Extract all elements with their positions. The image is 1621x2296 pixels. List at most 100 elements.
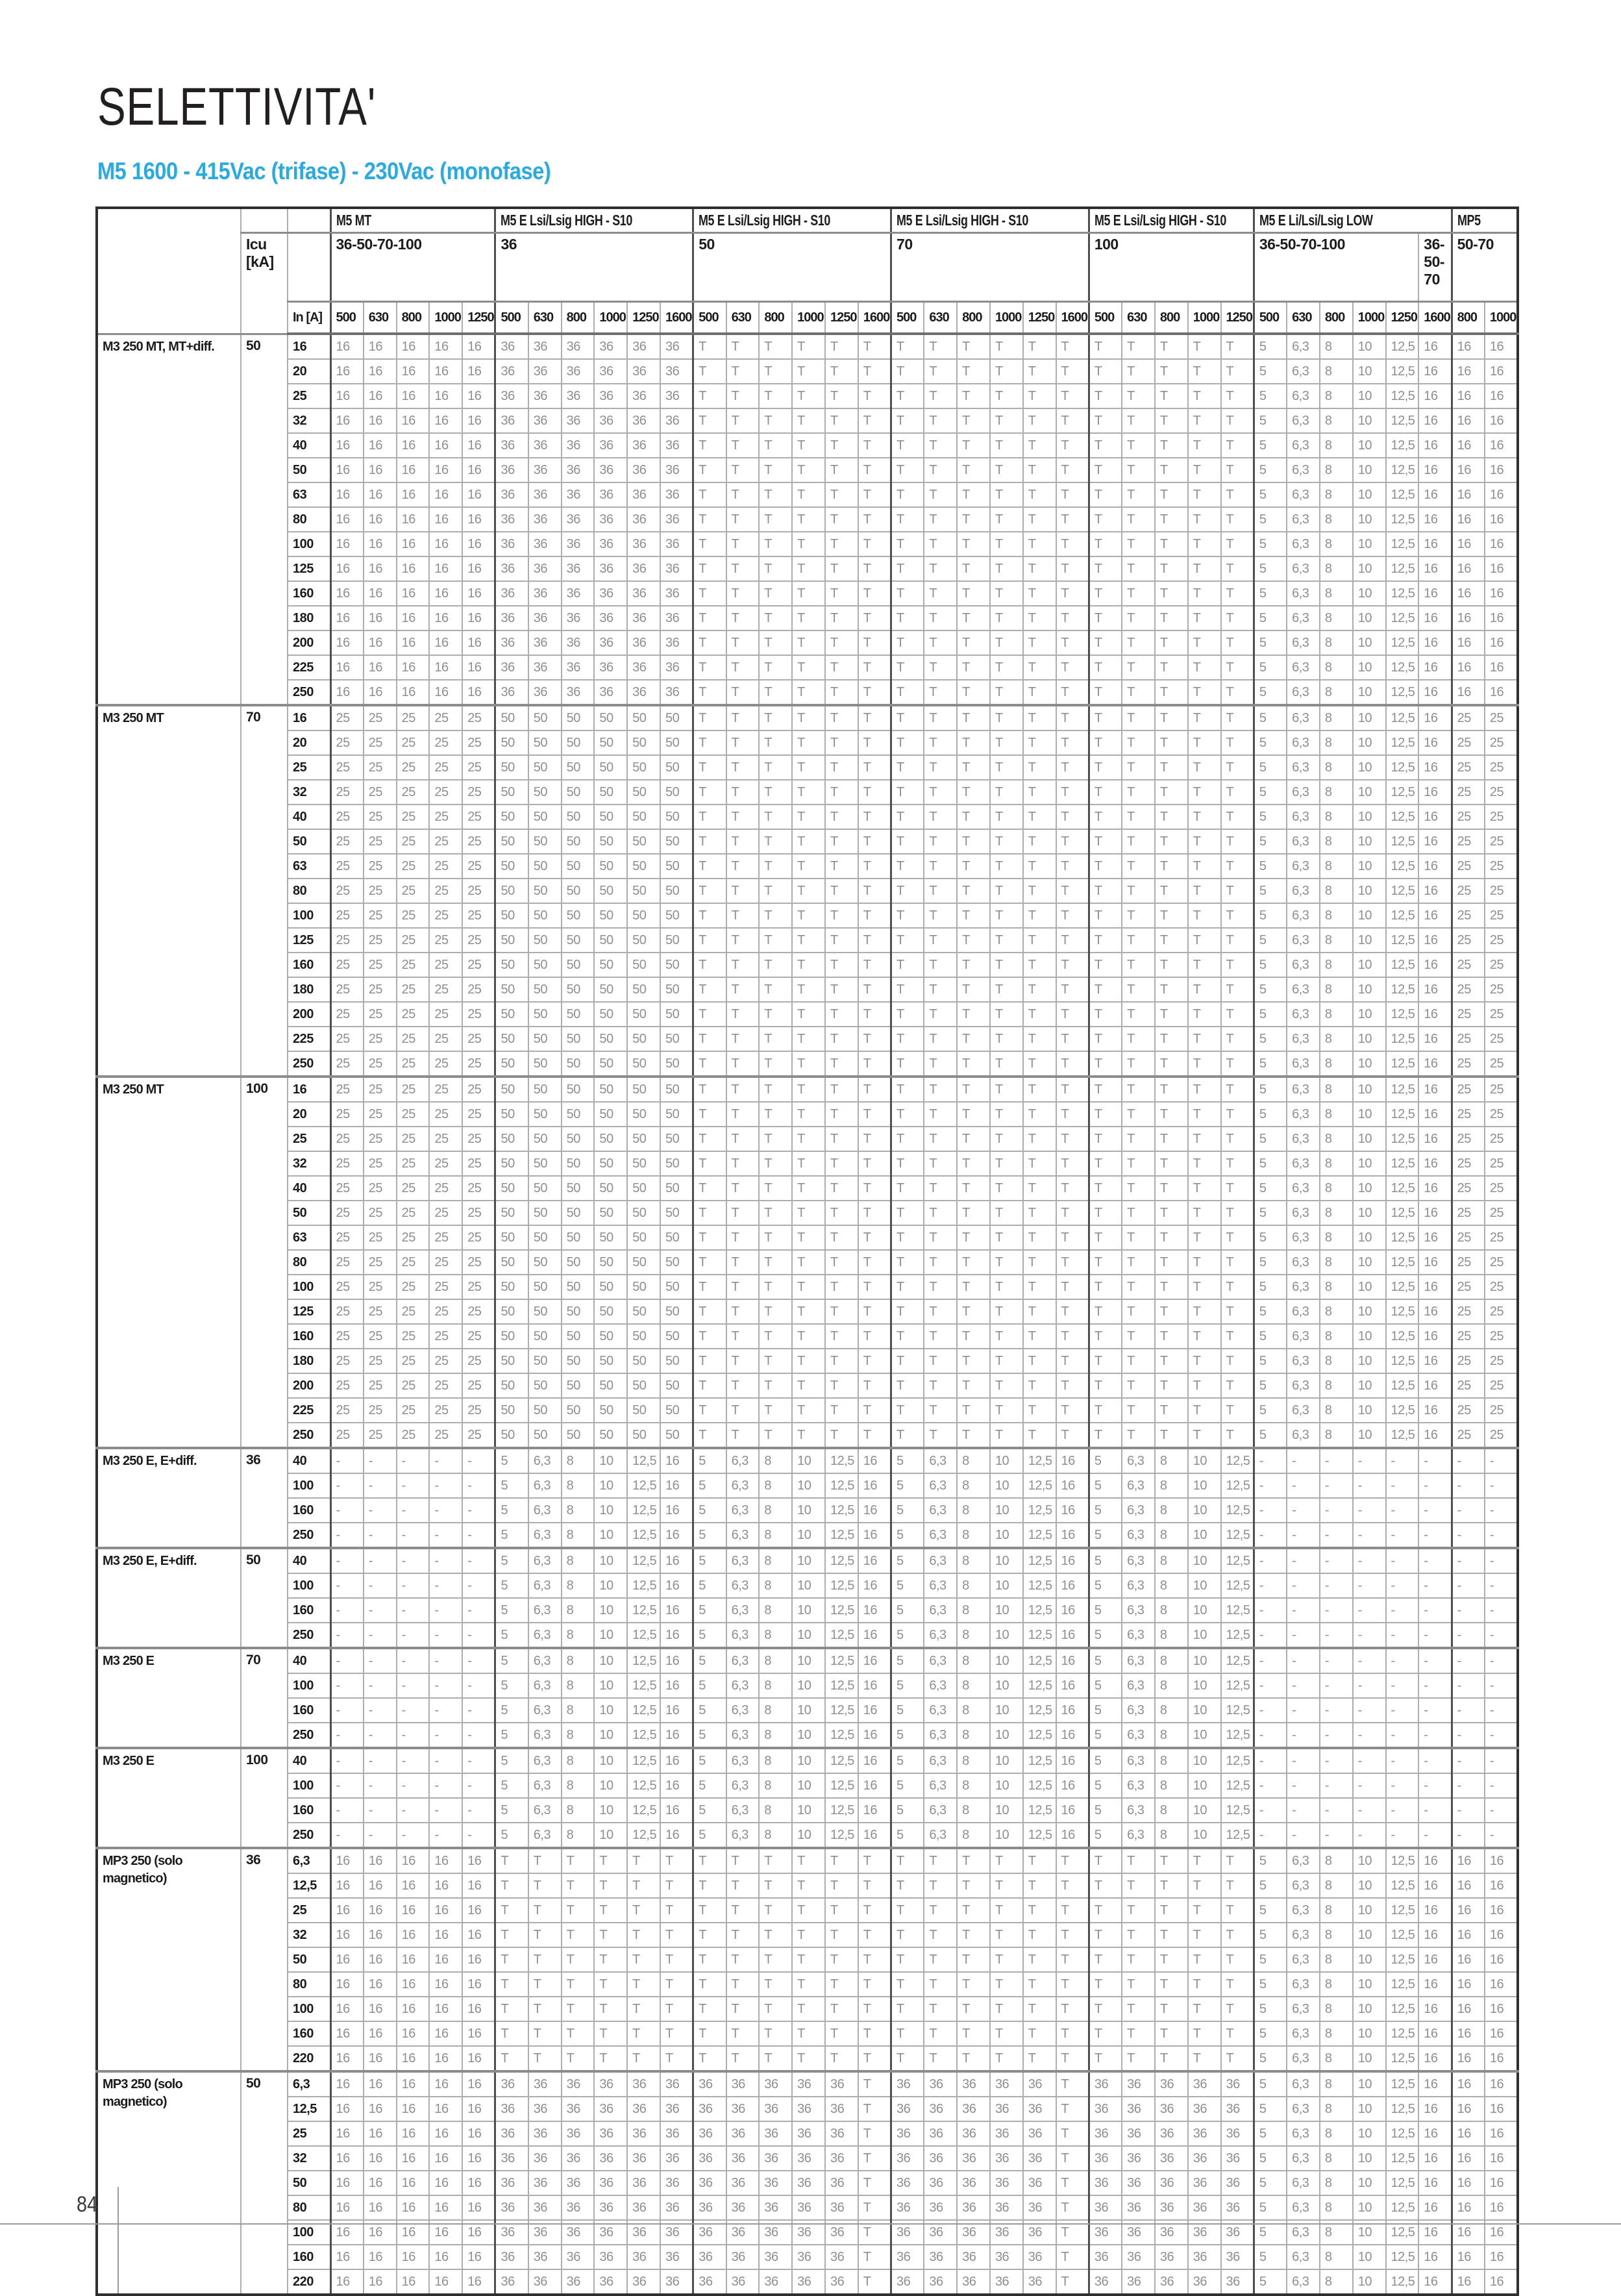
in-value-cell: 160: [287, 952, 331, 978]
value-cell: 8: [1318, 531, 1354, 557]
value-cell: T: [1187, 1323, 1222, 1349]
value-cell: 25: [428, 1323, 464, 1349]
value-cell: 50: [593, 1200, 628, 1226]
value-cell: T: [725, 580, 760, 606]
value-cell: T: [692, 1200, 727, 1226]
value-cell: 50: [593, 704, 628, 731]
value-cell: 16: [395, 408, 430, 434]
value-cell: 5: [1252, 1126, 1288, 1152]
value-cell: T: [692, 1996, 727, 2022]
value-cell: 16: [1418, 2096, 1453, 2122]
value-cell: 12,5: [1385, 1075, 1420, 1103]
value-cell: 10: [593, 1497, 628, 1523]
value-cell: 10: [1352, 2269, 1387, 2295]
value-cell: 6,3: [1286, 1397, 1320, 1423]
value-cell: 16: [1483, 2145, 1519, 2171]
table-row: 20 16 16 16 16 16 36 36 36 36 36 36 T T T T T T T T T T T T T T T T…: [97, 358, 1519, 384]
value-cell: T: [824, 1126, 859, 1152]
value-cell: 5: [1087, 1522, 1123, 1549]
value-cell: T: [1187, 679, 1222, 706]
value-cell: 16: [1450, 358, 1485, 384]
value-cell: -: [1318, 1522, 1354, 1549]
in-value-cell: 250: [287, 1051, 331, 1077]
value-cell: 36: [560, 2121, 595, 2147]
in-value-cell: 6,3: [287, 1847, 331, 1874]
value-cell: T: [725, 506, 760, 532]
value-cell: -: [1385, 1697, 1420, 1723]
value-cell: 10: [989, 1473, 1024, 1499]
value-cell: T: [1121, 1274, 1156, 1300]
value-cell: T: [1121, 977, 1156, 1003]
value-cell: 6,3: [1286, 2269, 1320, 2295]
value-cell: T: [1055, 1200, 1090, 1226]
value-cell: T: [1187, 1126, 1222, 1152]
value-cell: T: [989, 333, 1024, 360]
value-cell: T: [725, 730, 760, 756]
value-cell: 50: [494, 779, 529, 805]
value-cell: T: [1154, 630, 1189, 656]
value-cell: 50: [659, 1151, 694, 1177]
value-cell: 16: [329, 432, 364, 458]
value-cell: T: [725, 1996, 760, 2022]
value-cell: T: [1087, 630, 1123, 656]
value-cell: T: [1154, 383, 1189, 409]
value-cell: 25: [1483, 704, 1519, 731]
column-header: 1600: [857, 301, 892, 335]
value-cell: 16: [1418, 482, 1453, 508]
value-cell: 50: [659, 1026, 694, 1052]
in-value-cell: 32: [287, 779, 331, 805]
value-cell: 6,3: [1286, 927, 1320, 953]
value-cell: 10: [1352, 1101, 1387, 1127]
value-cell: 16: [659, 1473, 694, 1499]
value-cell: 5: [1252, 1101, 1288, 1127]
value-cell: 16: [1418, 1151, 1453, 1177]
value-cell: 5: [890, 1573, 925, 1599]
value-cell: 36: [560, 580, 595, 606]
value-cell: T: [1087, 1897, 1123, 1923]
value-cell: T: [758, 1947, 793, 1973]
value-cell: 16: [1418, 2170, 1453, 2196]
value-cell: T: [626, 1897, 661, 1923]
value-cell: T: [890, 580, 925, 606]
value-cell: T: [791, 556, 826, 582]
value-cell: T: [956, 1397, 991, 1423]
value-cell: T: [791, 829, 826, 855]
value-cell: T: [725, 1422, 760, 1449]
value-cell: -: [1252, 1447, 1288, 1474]
value-cell: 6,3: [1286, 977, 1320, 1003]
value-cell: 5: [1252, 1274, 1288, 1300]
value-cell: T: [857, 2195, 892, 2221]
value-cell: 50: [560, 1026, 595, 1052]
value-cell: 8: [1318, 333, 1354, 360]
value-cell: 6,3: [1286, 1323, 1320, 1349]
value-cell: T: [989, 1151, 1024, 1177]
table-row: 200 25 25 25 25 25 50 50 50 50 50 50 T T T T T T T T T T T T T T T…: [97, 1001, 1519, 1027]
value-cell: 16: [362, 2244, 397, 2270]
value-cell: T: [1187, 1225, 1222, 1251]
value-cell: T: [692, 829, 727, 855]
value-cell: T: [1087, 927, 1123, 953]
device-name-cell: M3 250 E: [96, 1647, 241, 1749]
value-cell: 36: [494, 383, 529, 409]
value-cell: T: [1187, 482, 1222, 508]
value-cell: T: [890, 1151, 925, 1177]
value-cell: 36: [626, 2121, 661, 2147]
value-cell: 12,5: [1220, 1722, 1255, 1749]
value-cell: T: [692, 1075, 727, 1103]
value-cell: T: [1022, 1897, 1057, 1923]
value-cell: 16: [395, 2145, 430, 2171]
value-cell: T: [923, 853, 958, 879]
value-cell: T: [1187, 1373, 1222, 1399]
value-cell: 36: [659, 383, 694, 409]
value-cell: T: [923, 1873, 958, 1899]
value-cell: 12,5: [824, 1573, 859, 1599]
value-cell: T: [758, 1026, 793, 1052]
value-cell: 25: [1483, 1225, 1519, 1251]
value-cell: 16: [329, 2170, 364, 2196]
value-cell: -: [1352, 1547, 1387, 1574]
value-cell: 6,3: [1286, 2021, 1320, 2047]
in-value-cell: 40: [287, 1175, 331, 1201]
value-cell: 36: [890, 2195, 925, 2221]
value-cell: T: [1055, 1299, 1090, 1325]
table-row: 80 25 25 25 25 25 50 50 50 50 50 50 T T T T T T T T T T T T T T T T…: [97, 878, 1519, 904]
